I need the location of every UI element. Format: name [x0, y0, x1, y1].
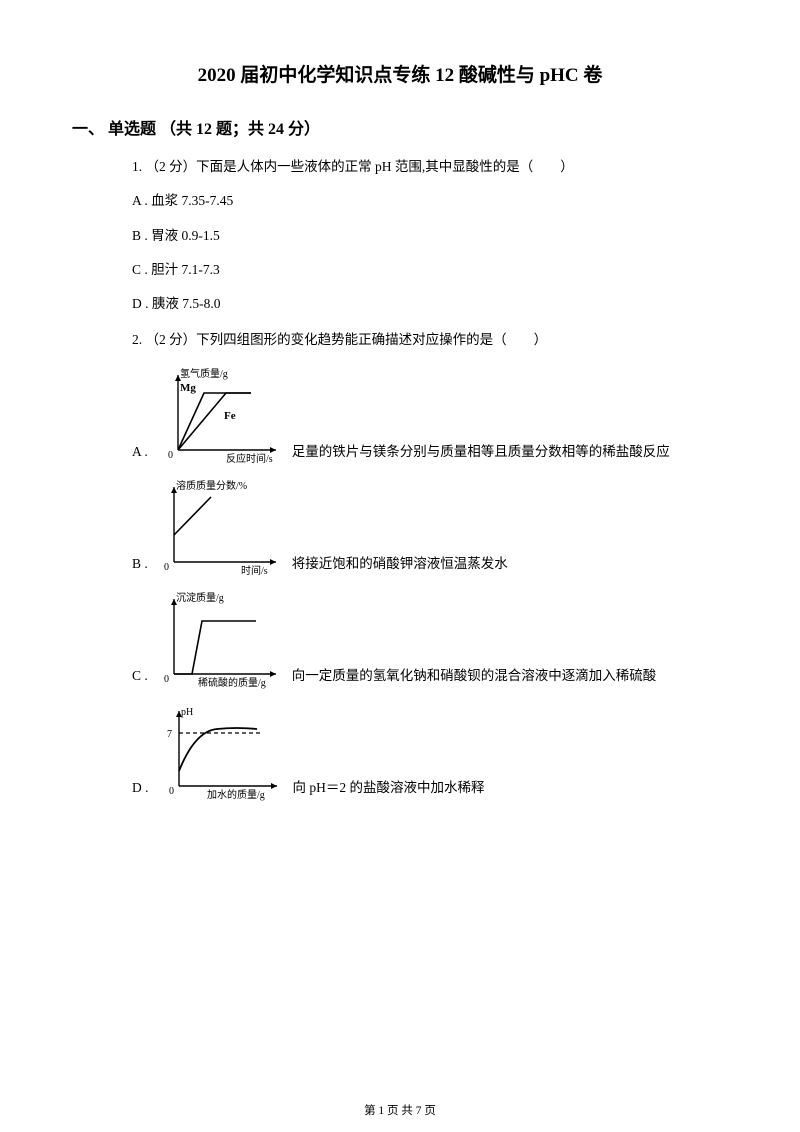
chart-c-origin: 0: [164, 674, 169, 685]
chart-a-ylabel: 氢气质量/g: [180, 367, 228, 380]
q2-option-b: B . 溶质质量分数/% 时间/s 0 将接近饱和的硝酸钾溶液恒温蒸发水: [132, 477, 728, 577]
q2-b-label: B .: [132, 554, 148, 576]
q2-option-a: A . 氢气质量/g 反应时间/s 0 Mg Fe 足量的铁片与镁条分别与质量相…: [132, 365, 728, 465]
q2-option-d: D . pH 加水的质量/g 0 7 向 pH＝2 的盐酸溶液中加水稀释: [132, 701, 728, 801]
chart-b-origin: 0: [164, 562, 169, 573]
chart-d-ylabel: pH: [181, 707, 193, 718]
q1-stem: 1. （2 分）下面是人体内一些液体的正常 pH 范围,其中显酸性的是（ ）: [132, 157, 728, 177]
chart-c-ylabel: 沉淀质量/g: [176, 591, 224, 604]
chart-a-mg: Mg: [180, 382, 196, 394]
section-number: 一、: [72, 121, 104, 138]
section-title: 单选题: [108, 121, 156, 138]
q1-option-a: A . 血浆 7.35-7.45: [132, 191, 728, 211]
chart-b-xlabel: 时间/s: [241, 564, 268, 577]
chart-a: 氢气质量/g 反应时间/s 0 Mg Fe: [156, 365, 286, 465]
page-footer: 第 1 页 共 7 页: [0, 1102, 800, 1118]
chart-a-origin: 0: [168, 450, 173, 461]
q2-stem: 2. （2 分）下列四组图形的变化趋势能正确描述对应操作的是（ ）: [132, 330, 728, 350]
chart-d-origin: 0: [169, 786, 174, 797]
page-title: 2020 届初中化学知识点专练 12 酸碱性与 pHC 卷: [72, 60, 728, 87]
chart-d-tick7: 7: [167, 729, 172, 740]
q1-option-d: D . 胰液 7.5-8.0: [132, 294, 728, 314]
q2-c-desc: 向一定质量的氢氧化钠和硝酸钡的混合溶液中逐滴加入稀硫酸: [292, 666, 657, 688]
chart-a-fe: Fe: [224, 410, 236, 422]
chart-b: 溶质质量分数/% 时间/s 0: [156, 477, 286, 577]
q2-d-desc: 向 pH＝2 的盐酸溶液中加水稀释: [293, 778, 485, 800]
section-count: （共 12 题；共 24 分）: [160, 121, 320, 138]
chart-c-xlabel: 稀硫酸的质量/g: [198, 676, 266, 689]
q1-option-c: C . 胆汁 7.1-7.3: [132, 260, 728, 280]
q2-a-desc: 足量的铁片与镁条分别与质量相等且质量分数相等的稀盐酸反应: [292, 442, 670, 464]
chart-b-ylabel: 溶质质量分数/%: [176, 479, 247, 492]
q2-b-desc: 将接近饱和的硝酸钾溶液恒温蒸发水: [292, 554, 508, 576]
q2-option-c: C . 沉淀质量/g 稀硫酸的质量/g 0 向一定质量的氢氧化钠和硝酸钡的混合溶…: [132, 589, 728, 689]
section-header: 一、 单选题 （共 12 题；共 24 分）: [72, 115, 728, 139]
question-2: 2. （2 分）下列四组图形的变化趋势能正确描述对应操作的是（ ） A . 氢气…: [132, 330, 728, 800]
q2-a-label: A .: [132, 442, 148, 464]
chart-a-xlabel: 反应时间/s: [226, 452, 273, 465]
chart-d-xlabel: 加水的质量/g: [207, 788, 265, 801]
q1-option-b: B . 胃液 0.9-1.5: [132, 226, 728, 246]
chart-c: 沉淀质量/g 稀硫酸的质量/g 0: [156, 589, 286, 689]
q2-c-label: C .: [132, 666, 148, 688]
q2-d-label: D .: [132, 778, 149, 800]
question-1: 1. （2 分）下面是人体内一些液体的正常 pH 范围,其中显酸性的是（ ） A…: [132, 157, 728, 314]
chart-d: pH 加水的质量/g 0 7: [157, 701, 287, 801]
